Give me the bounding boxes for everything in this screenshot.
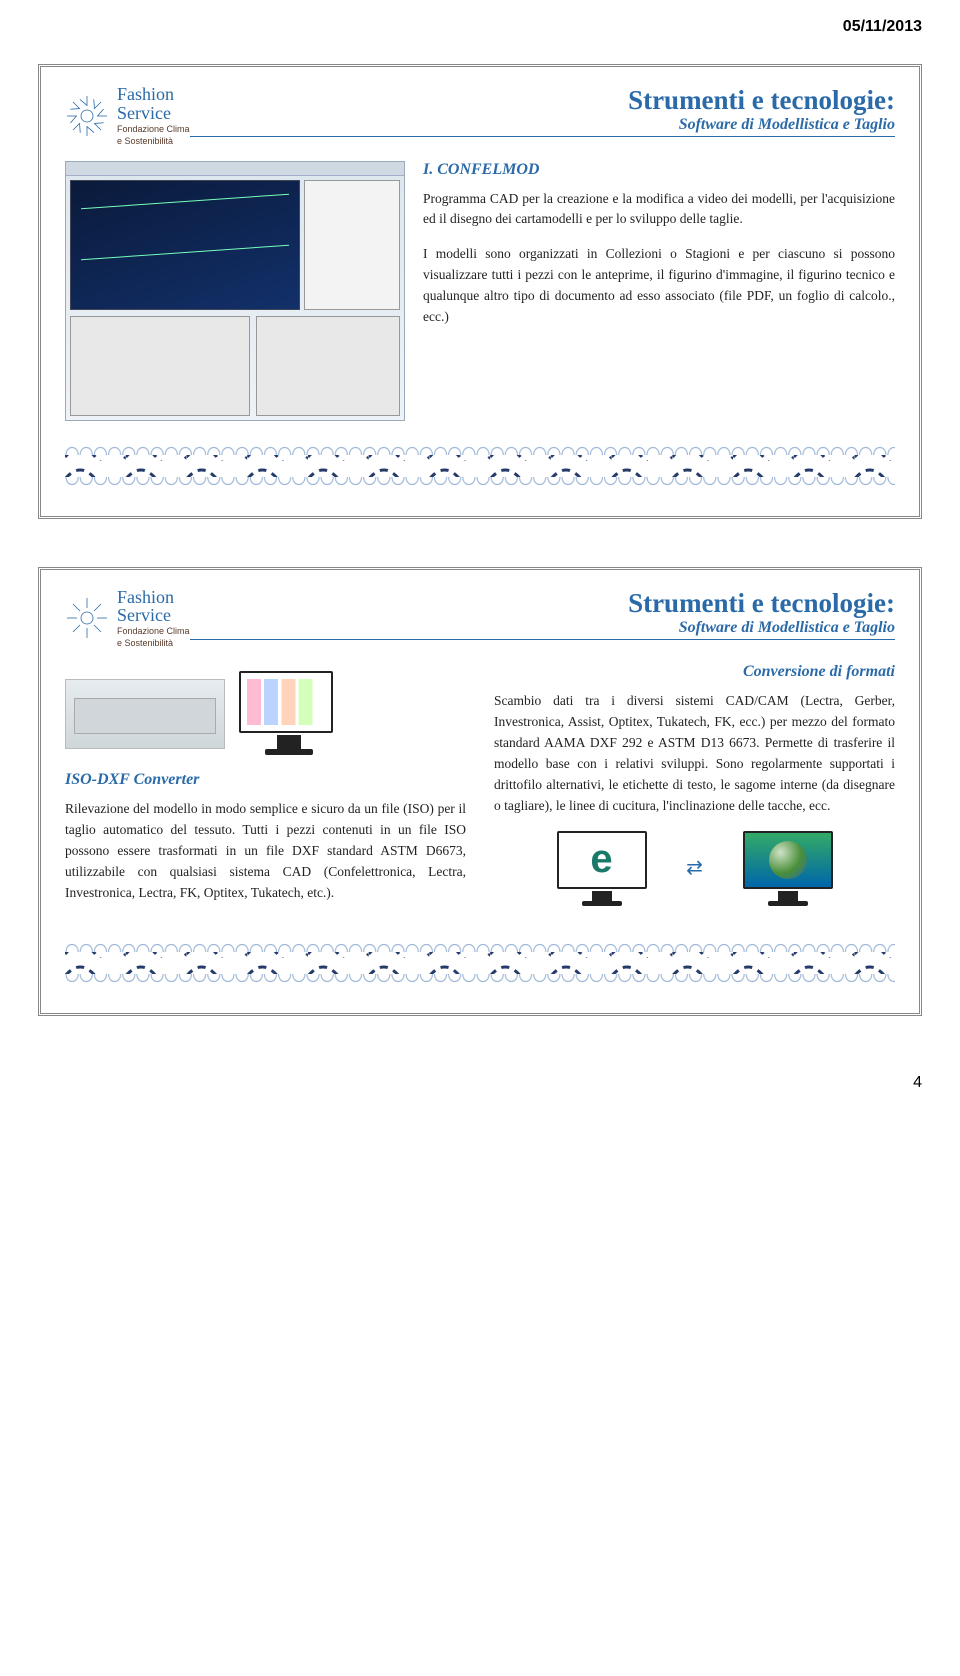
exchange-arrows-icon: ⇄ [665, 848, 725, 888]
logo-line2: Service [117, 606, 190, 625]
cutter-image [65, 679, 225, 749]
logo-line1: Fashion [117, 588, 190, 607]
globe-screen [743, 831, 833, 889]
monitor-left: e [557, 831, 647, 906]
title-block: Strumenti e tecnologie: Software di Mode… [190, 85, 895, 143]
slide2-subtitle: Software di Modellistica e Taglio [190, 619, 895, 637]
slide-header: Fashion Service Fondazione Clima e Soste… [65, 85, 895, 147]
slide2-title: Strumenti e tecnologie: [190, 588, 895, 619]
monitor-image [239, 671, 339, 757]
logo-line1: Fashion [117, 85, 190, 104]
logo-sub1: Fondazione Clima [117, 125, 190, 135]
monitors-row: e ⇄ [494, 831, 895, 906]
monitor-right [743, 831, 833, 906]
logo-sub2: e Sostenibilità [117, 639, 190, 649]
slide2-left-para: Rilevazione del modello in modo semplice… [65, 799, 466, 904]
slide1-section-label: I. CONFELMOD [423, 161, 895, 179]
slide-1: Fashion Service Fondazione Clima e Soste… [38, 64, 922, 519]
logo-sub2: e Sostenibilità [117, 137, 190, 147]
logo-sub1: Fondazione Clima [117, 627, 190, 637]
title-block: Strumenti e tecnologie: Software di Mode… [190, 588, 895, 646]
slide2-left: ISO-DXF Converter Rilevazione del modell… [65, 663, 466, 918]
slide2-body: ISO-DXF Converter Rilevazione del modell… [65, 663, 895, 918]
slide-header: Fashion Service Fondazione Clima e Soste… [65, 588, 895, 650]
sun-logo-icon [65, 596, 109, 640]
logo-block: Fashion Service Fondazione Clima e Soste… [65, 85, 190, 147]
slide-2: Fashion Service Fondazione Clima e Soste… [38, 567, 922, 1016]
page-number: 4 [0, 1064, 960, 1114]
logo-block: Fashion Service Fondazione Clima e Soste… [65, 588, 190, 650]
slide1-subtitle: Software di Modellistica e Taglio [190, 116, 895, 134]
logo-text: Fashion Service Fondazione Clima e Soste… [117, 588, 190, 650]
slide1-text: I. CONFELMOD Programma CAD per la creazi… [423, 161, 895, 343]
letter-screen: e [557, 831, 647, 889]
slide1-para1: Programma CAD per la creazione e la modi… [423, 189, 895, 231]
cad-screenshot [65, 161, 405, 421]
logo-text: Fashion Service Fondazione Clima e Soste… [117, 85, 190, 147]
logo-line2: Service [117, 104, 190, 123]
left-image-row [65, 663, 466, 757]
slide2-left-heading: ISO-DXF Converter [65, 771, 466, 789]
decorative-wave-border [65, 439, 895, 493]
slide1-title: Strumenti e tecnologie: [190, 85, 895, 116]
slide2-right-heading: Conversione di formati [494, 663, 895, 681]
slide1-body: I. CONFELMOD Programma CAD per la creazi… [65, 161, 895, 421]
slide1-para2: I modelli sono organizzati in Collezioni… [423, 244, 895, 328]
slide2-right: Conversione di formati Scambio dati tra … [494, 663, 895, 906]
title-rule [190, 136, 895, 137]
decorative-wave-border [65, 936, 895, 990]
title-rule [190, 639, 895, 640]
page-date: 05/11/2013 [0, 0, 960, 64]
slide2-right-para: Scambio dati tra i diversi sistemi CAD/C… [494, 691, 895, 817]
sun-logo-icon [65, 94, 109, 138]
